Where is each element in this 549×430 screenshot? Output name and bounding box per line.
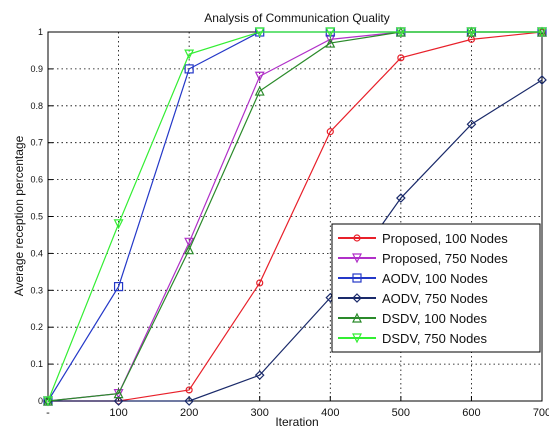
y-tick-label: 0.8 <box>30 101 43 111</box>
data-point <box>537 27 547 38</box>
data-point <box>537 75 547 85</box>
data-point <box>185 386 193 394</box>
y-tick-label: 1 <box>38 27 43 37</box>
legend-entry: DSDV, 100 Nodes <box>338 311 488 326</box>
data-point <box>325 37 336 48</box>
data-point <box>254 27 265 38</box>
legend-entry: Proposed, 750 Nodes <box>338 251 508 266</box>
data-series <box>43 26 547 407</box>
data-point <box>254 370 265 381</box>
y-tick-label: 0.5 <box>30 212 43 222</box>
x-axis-label: Iteration <box>275 415 318 429</box>
data-point <box>43 396 53 407</box>
data-point <box>396 193 406 203</box>
x-tick-label: 200 <box>180 407 198 419</box>
y-tick-label: 0.1 <box>30 359 43 369</box>
gridlines <box>48 32 542 401</box>
data-point <box>256 279 264 287</box>
data-point <box>113 388 124 399</box>
data-point <box>184 49 195 60</box>
series-line <box>47 31 542 402</box>
legend-marker <box>352 293 362 303</box>
legend-label: Proposed, 100 Nodes <box>382 231 508 246</box>
legend-marker <box>352 333 362 344</box>
series-line <box>48 79 543 402</box>
x-tick-label: 300 <box>251 407 269 419</box>
series-5 <box>43 27 547 407</box>
data-point <box>466 119 477 130</box>
data-point <box>113 219 124 230</box>
legend-marker <box>352 253 362 264</box>
legend-entry: Proposed, 100 Nodes <box>338 231 508 246</box>
y-tick-label: 0.6 <box>30 175 43 185</box>
y-tick-label: 0.2 <box>30 322 43 332</box>
x-tick-label: 500 <box>392 407 410 419</box>
x-tick-label: 600 <box>462 407 480 419</box>
y-axis-label: Average reception percentage <box>12 135 26 296</box>
legend-marker <box>352 273 362 283</box>
y-tick-label: 0.3 <box>30 285 43 295</box>
legend-label: Proposed, 750 Nodes <box>382 251 508 266</box>
x-tick-label: 700 <box>533 407 549 419</box>
x-tick-label: - <box>46 407 50 419</box>
x-tick-label: 400 <box>321 407 339 419</box>
legend-entry: AODV, 750 Nodes <box>338 291 488 306</box>
y-tick-label: 0.9 <box>30 64 43 74</box>
x-tick-label: 100 <box>109 407 127 419</box>
legend-marker <box>353 234 361 242</box>
data-point <box>397 54 405 62</box>
data-point <box>254 71 265 82</box>
legend-entry: DSDV, 750 Nodes <box>338 331 488 346</box>
legend-label: DSDV, 100 Nodes <box>382 311 488 326</box>
data-point <box>184 64 194 74</box>
data-point <box>254 85 265 96</box>
chart-title: Analysis of Communication Quality <box>204 11 389 25</box>
legend-label: AODV, 100 Nodes <box>382 271 488 286</box>
y-tick-label: 0 <box>38 396 43 406</box>
axis-ticks: - 100 200 300 400 500 600 700 0 0.1 0.2 0.3 0.4 0.5 0.… <box>30 27 549 419</box>
legend-label: AODV, 750 Nodes <box>382 291 488 306</box>
data-point <box>113 282 124 292</box>
data-point <box>466 27 477 38</box>
legend-label: DSDV, 750 Nodes <box>382 331 488 346</box>
data-point <box>325 27 336 38</box>
data-point <box>113 396 124 406</box>
legend-entry: AODV, 100 Nodes <box>338 271 488 286</box>
data-point <box>184 396 194 406</box>
data-point <box>184 244 195 255</box>
data-point <box>395 27 406 38</box>
data-point <box>184 237 195 248</box>
legend-box <box>331 223 541 353</box>
series-line <box>48 31 543 402</box>
y-tick-label: 0.4 <box>30 248 43 258</box>
y-tick-label: 0.7 <box>30 138 43 148</box>
legend: Proposed, 100 Nodes Proposed, 750 Nodes AO… <box>331 223 541 353</box>
legend-marker <box>352 312 362 323</box>
data-point <box>326 128 334 136</box>
